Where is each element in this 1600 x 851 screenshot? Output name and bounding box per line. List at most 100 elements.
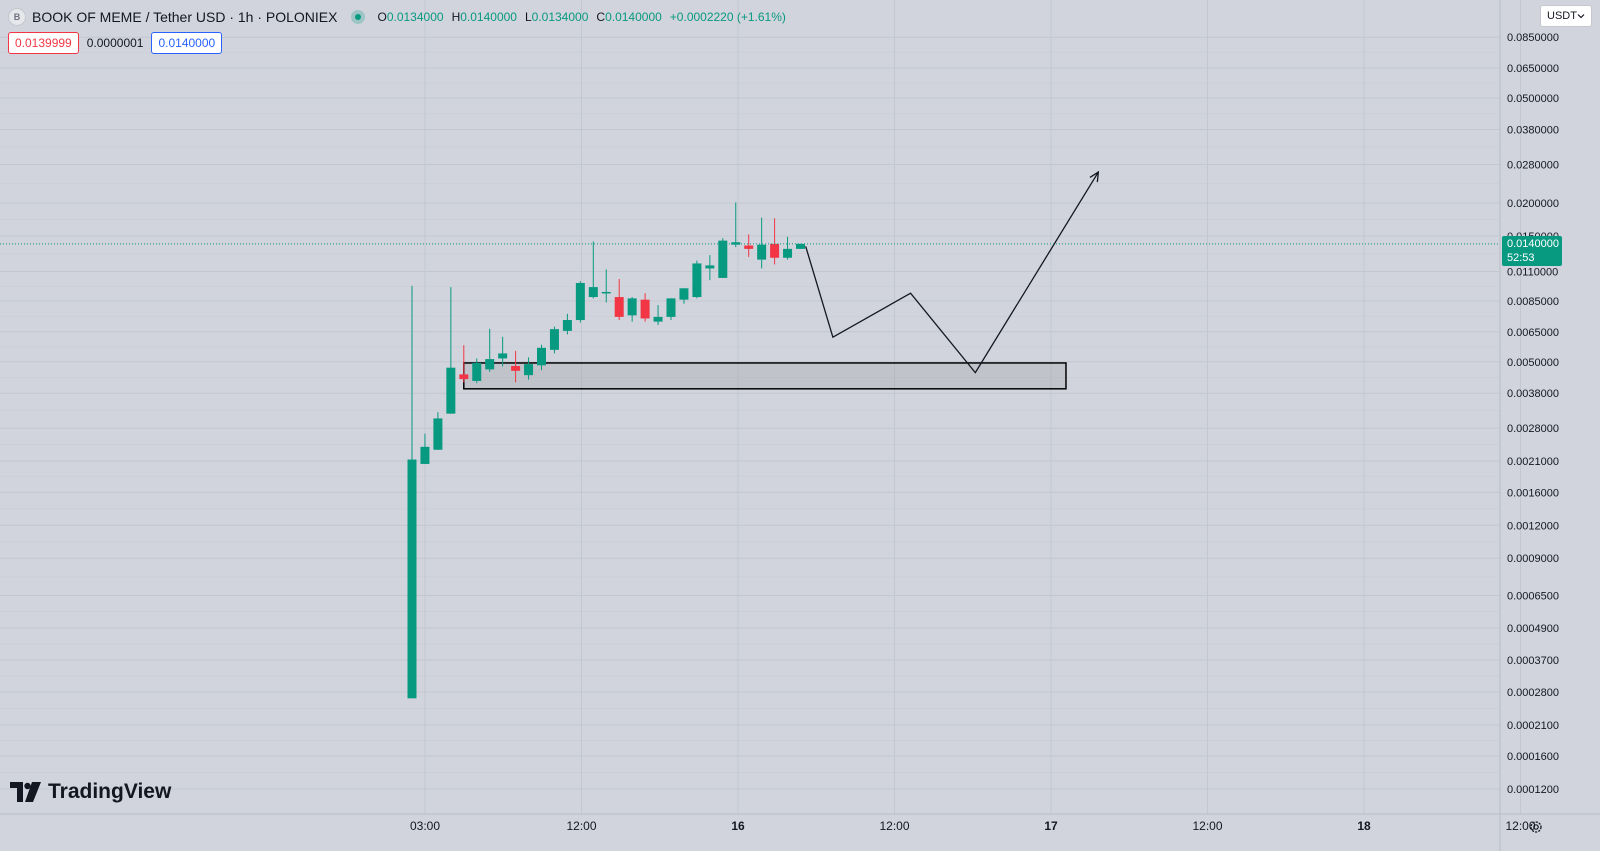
chevron-down-icon xyxy=(1577,14,1585,19)
price-tick-label: 0.0038000 xyxy=(1507,388,1559,400)
time-tick-label: 17 xyxy=(1044,819,1058,833)
price-tick-label: 0.0001600 xyxy=(1507,751,1559,763)
tradingview-logo-icon xyxy=(10,782,41,802)
price-tick-label: 0.0012000 xyxy=(1507,520,1559,532)
open-value: 0.0134000 xyxy=(386,10,444,24)
sell-button[interactable]: 0.0139999 xyxy=(8,32,79,54)
candle-up xyxy=(562,320,572,331)
candle-up xyxy=(575,282,585,321)
ohlc-legend: O0.0134000 H0.0140000 L0.0134000 C0.0140… xyxy=(377,10,785,24)
buy-button[interactable]: 0.0140000 xyxy=(151,32,223,54)
tradingview-logo[interactable]: TradingView xyxy=(10,779,171,805)
arrow-head-icon xyxy=(1089,170,1100,183)
candle-up xyxy=(485,359,495,370)
time-tick-label: 16 xyxy=(731,819,745,833)
candle-up xyxy=(783,248,793,258)
candle-up xyxy=(627,298,637,316)
currency-label: USDT xyxy=(1547,10,1577,22)
time-tick-label: 12:00 xyxy=(1192,819,1222,833)
price-tick-label: 0.0001200 xyxy=(1507,784,1559,796)
candle-up xyxy=(433,418,443,450)
close-label: C xyxy=(596,10,606,24)
candle-up xyxy=(407,459,417,699)
price-tick-label: 0.0280000 xyxy=(1507,159,1559,171)
symbol-header: B BOOK OF MEME / Tether USD · 1h · POLON… xyxy=(8,6,786,28)
low-value: 0.0134000 xyxy=(531,10,589,24)
chart-grid xyxy=(0,0,1521,814)
candle-up xyxy=(446,367,456,414)
time-tick-label: 03:00 xyxy=(410,819,440,833)
spread-value: 0.0000001 xyxy=(86,36,144,50)
projection-path[interactable] xyxy=(805,170,1100,374)
price-axis[interactable]: 0.0850000 0.0650000 0.0500000 0.0380000 0.02… xyxy=(1499,0,1559,851)
candle-down xyxy=(770,243,780,258)
candle-down xyxy=(511,366,521,371)
candle-up xyxy=(666,298,676,317)
candle-up xyxy=(718,240,728,278)
candle-up xyxy=(498,353,508,359)
candle-down xyxy=(640,299,650,319)
close-value: 0.0140000 xyxy=(605,10,662,24)
support-zone[interactable] xyxy=(463,362,1067,390)
time-axis[interactable]: 03:00 12:00 16 12:00 17 12:00 18 12:00 xyxy=(0,813,1600,833)
projection-line xyxy=(805,171,1099,374)
axis-settings-button[interactable] xyxy=(1527,818,1545,836)
candle-up xyxy=(537,347,546,366)
candle-up xyxy=(653,316,663,322)
price-tick-label: 0.0006500 xyxy=(1507,591,1559,603)
candle-up xyxy=(524,364,534,376)
currency-select[interactable]: USDT xyxy=(1540,5,1592,27)
candle-up xyxy=(692,263,702,298)
open-label: O xyxy=(377,10,387,24)
coin-icon: B xyxy=(8,8,26,26)
support-zone-rect xyxy=(463,362,1067,390)
gear-icon xyxy=(1530,821,1542,833)
price-tick-label: 0.0002100 xyxy=(1507,720,1559,732)
candle-down xyxy=(459,374,469,380)
price-tick-label: 0.0110000 xyxy=(1507,266,1558,278)
price-tick-label: 0.0050000 xyxy=(1507,357,1559,369)
price-tick-label: 0.0016000 xyxy=(1507,487,1559,499)
price-tick-label: 0.0650000 xyxy=(1507,63,1559,75)
price-tick-label: 0.0028000 xyxy=(1507,423,1559,435)
candle-up xyxy=(420,446,430,464)
time-tick-label: 18 xyxy=(1357,819,1371,833)
time-tick-label: 12:00 xyxy=(879,819,909,833)
candle-down xyxy=(744,245,754,249)
time-tick-label: 12:00 xyxy=(566,819,596,833)
price-tick-label: 0.0021000 xyxy=(1507,456,1559,468)
symbol-title[interactable]: BOOK OF MEME / Tether USD · 1h · POLONIE… xyxy=(32,9,338,25)
candle-up xyxy=(679,288,689,300)
trade-bar: 0.0139999 0.0000001 0.0140000 xyxy=(8,32,223,54)
candle-down xyxy=(614,297,624,317)
candle-up xyxy=(588,287,598,298)
candle-up xyxy=(472,362,482,381)
price-tick-label: 0.0380000 xyxy=(1507,124,1559,136)
last-price-value: 0.0140000 xyxy=(1507,238,1559,250)
candle-up xyxy=(757,244,767,260)
logo-text: TradingView xyxy=(48,780,172,803)
candle-series xyxy=(407,202,805,699)
high-value: 0.0140000 xyxy=(460,10,517,24)
last-price-label: 0.0140000 52:53 xyxy=(1502,236,1562,266)
price-tick-label: 0.0500000 xyxy=(1507,93,1559,105)
candle-up xyxy=(601,291,611,294)
price-tick-label: 0.0004900 xyxy=(1507,623,1559,635)
bar-countdown: 52:53 xyxy=(1507,252,1535,264)
price-tick-label: 0.0850000 xyxy=(1507,32,1559,44)
low-label: L xyxy=(524,10,532,24)
price-tick-label: 0.0200000 xyxy=(1507,198,1559,210)
price-tick-label: 0.0065000 xyxy=(1507,327,1559,339)
market-open-icon xyxy=(351,10,366,24)
price-tick-label: 0.0003700 xyxy=(1507,655,1559,667)
price-tick-label: 0.0002800 xyxy=(1507,687,1559,699)
candle-up xyxy=(796,243,805,249)
time-tick-label: 12:00 xyxy=(1505,819,1535,833)
candle-up xyxy=(549,329,559,350)
change-value: +0.0002220 (+1.61%) xyxy=(669,10,786,24)
price-tick-label: 0.0085000 xyxy=(1507,296,1559,308)
candle-up xyxy=(705,265,715,269)
price-tick-label: 0.0009000 xyxy=(1507,553,1559,565)
high-label: H xyxy=(451,10,461,24)
